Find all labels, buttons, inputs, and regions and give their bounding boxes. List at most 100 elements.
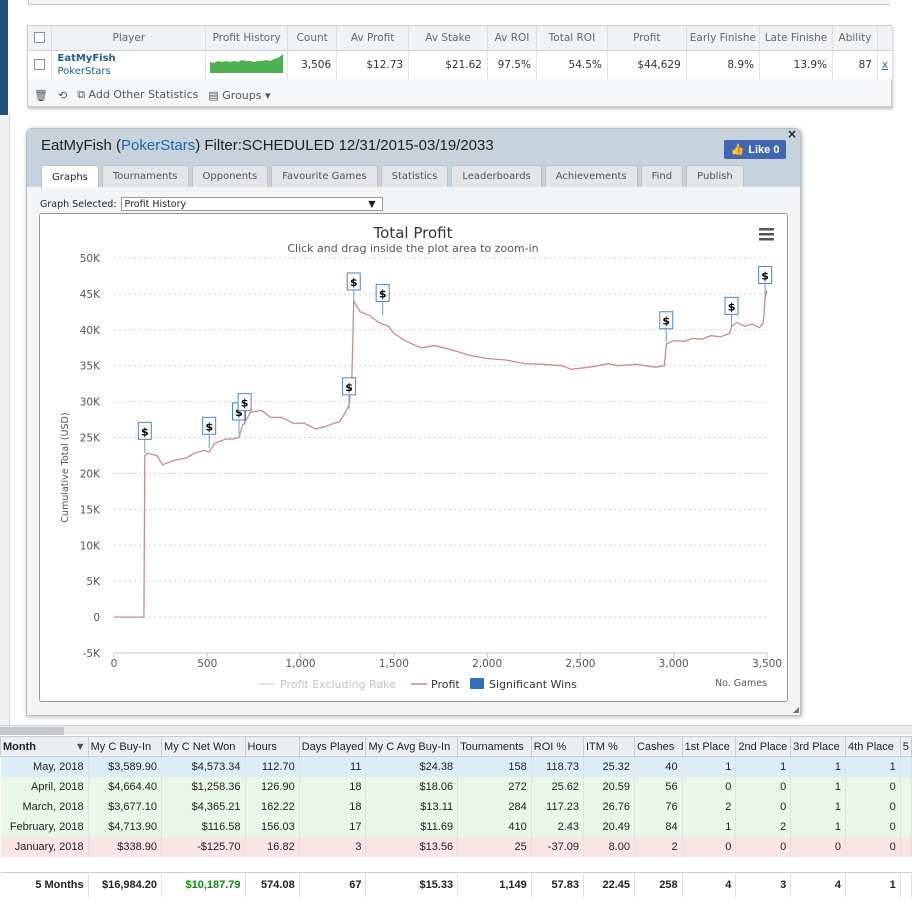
tab-achievements[interactable]: Achievements: [544, 165, 638, 187]
tab-tournaments[interactable]: Tournaments: [101, 165, 189, 187]
month-cell-p1: 0: [682, 776, 737, 797]
month-cell-buyin: $3,589.90: [88, 756, 163, 777]
groups-label: Groups: [222, 88, 262, 102]
month-row[interactable]: May, 2018 $3,589.90 $4,573.34 112.70 11 $24.3…: [0, 756, 912, 777]
header-tournaments[interactable]: Tournaments: [457, 736, 532, 757]
header-days-played[interactable]: Days Played: [298, 736, 367, 757]
facebook-like-button[interactable]: 👍 Like 0: [724, 140, 786, 159]
header-roi[interactable]: ROI %: [530, 736, 585, 757]
month-cell-month: April, 2018: [0, 776, 89, 797]
month-cell-p3: 0: [790, 836, 847, 857]
groups-dropdown[interactable]: ▤ Groups ▾: [208, 89, 270, 102]
profit-history-sparkline[interactable]: [210, 53, 284, 74]
header-av-roi[interactable]: Av ROI: [487, 26, 537, 51]
month-cell-month: February, 2018: [0, 816, 89, 837]
legend-profit: Profit: [431, 678, 460, 691]
row-checkbox-cell[interactable]: [28, 50, 53, 79]
header-cashes[interactable]: Cashes: [633, 736, 683, 757]
significant-win-dollar-icon: $: [205, 420, 213, 433]
select-all-checkbox-cell[interactable]: [28, 26, 53, 51]
header-net-won[interactable]: My C Net Won: [161, 736, 246, 757]
legend-significant-wins: Significant Wins: [489, 678, 577, 691]
tab-opponents[interactable]: Opponents: [191, 165, 269, 187]
header-month[interactable]: Month ▼: [0, 736, 89, 757]
significant-win-dollar-icon: $: [241, 397, 249, 410]
header-2nd-place[interactable]: 2nd Place: [735, 736, 792, 757]
header-5th-place[interactable]: 5: [899, 736, 912, 757]
month-cell-cashes: 2: [634, 836, 683, 857]
month-cell-roi: 118.73: [531, 756, 585, 777]
select-all-checkbox[interactable]: [34, 32, 46, 44]
total-cell-net: $10,187.79: [161, 872, 246, 897]
y-tick-label: 15K: [80, 504, 101, 516]
significant-win-dollar-icon: $: [761, 270, 769, 283]
close-icon[interactable]: ×: [786, 127, 797, 141]
month-cell-buyin: $3,677.10: [88, 796, 163, 817]
month-cell-avg: $18.06: [365, 776, 459, 797]
header-month-label: Month: [3, 740, 36, 753]
month-row[interactable]: April, 2018 $4,664.40 $1,258.36 126.90 18 $18…: [0, 776, 912, 797]
player-site-link[interactable]: PokerStars: [57, 65, 111, 77]
month-cell-days: 17: [299, 816, 367, 837]
header-total-roi[interactable]: Total ROI: [536, 26, 608, 51]
header-early-finishes[interactable]: Early Finishe: [686, 26, 761, 51]
header-buyin[interactable]: My C Buy-In: [87, 736, 163, 757]
row-checkbox[interactable]: [34, 59, 46, 71]
monthly-table-body: May, 2018 $3,589.90 $4,573.34 112.70 11 $24.3…: [0, 756, 912, 897]
header-hours[interactable]: Hours: [244, 736, 300, 757]
header-ability[interactable]: Ability: [832, 26, 878, 51]
graph-selected-label: Graph Selected:: [40, 198, 117, 210]
header-avg-buyin[interactable]: My C Avg Buy-In: [365, 736, 459, 757]
significant-win-dollar-icon: $: [728, 300, 736, 313]
tab-favourite-games[interactable]: Favourite Games: [271, 165, 378, 187]
add-stats-button[interactable]: ⧉ Add Other Statistics: [77, 88, 198, 102]
month-row[interactable]: January, 2018 $338.90 -$125.70 16.82 3 $13.56…: [0, 836, 912, 857]
header-late-finishes[interactable]: Late Finishe: [759, 26, 833, 51]
horizontal-scrollbar[interactable]: [0, 725, 912, 735]
panel-title-site[interactable]: PokerStars: [121, 137, 196, 154]
header-1st-place[interactable]: 1st Place: [681, 736, 737, 757]
month-cell-net: $1,258.36: [161, 776, 246, 797]
select-arrow-icon: ▼: [368, 198, 376, 210]
x-tick-label: 3,000: [659, 658, 689, 670]
left-gutter: [0, 115, 10, 725]
remove-row-link[interactable]: x: [881, 58, 889, 71]
header-4th-place[interactable]: 4th Place: [845, 736, 901, 757]
chart-menu-icon[interactable]: [759, 228, 774, 241]
header-av-profit[interactable]: Av Profit: [336, 26, 410, 51]
header-profit[interactable]: Profit: [607, 26, 687, 51]
month-cell-p1: 0: [682, 836, 737, 857]
tab-publish[interactable]: Publish: [686, 165, 744, 187]
header-profit-history[interactable]: Profit History: [205, 26, 289, 51]
player-name-link[interactable]: EatMyFish: [57, 52, 116, 64]
header-player[interactable]: Player: [51, 26, 207, 51]
total-cell-overflow: [900, 872, 912, 897]
tab-find[interactable]: Find: [640, 165, 684, 187]
graph-select[interactable]: Profit History ▼: [120, 197, 383, 211]
month-cell-days: 18: [299, 776, 367, 797]
month-cell-tourn: 272: [457, 776, 532, 797]
month-cell-hours: 126.90: [245, 776, 300, 797]
total-cell-p3: 4: [790, 872, 847, 897]
month-cell-tourn: 284: [457, 796, 532, 817]
scrollbar-thumb[interactable]: [0, 727, 64, 735]
header-3rd-place[interactable]: 3rd Place: [790, 736, 847, 757]
month-row[interactable]: February, 2018 $4,713.90 $116.58 156.03 17 $1…: [0, 816, 912, 837]
month-cell-tourn: 25: [457, 836, 532, 857]
tab-leaderboards[interactable]: Leaderboards: [451, 165, 542, 187]
month-cell-month: January, 2018: [0, 836, 89, 857]
header-av-stake[interactable]: Av Stake: [408, 26, 488, 51]
tab-statistics[interactable]: Statistics: [380, 165, 449, 187]
trash-icon[interactable]: 🗑: [34, 88, 48, 102]
resize-handle-icon[interactable]: ◢: [792, 705, 799, 714]
month-row[interactable]: March, 2018 $3,677.10 $4,365.21 162.22 18 $13…: [0, 796, 912, 817]
x-axis-label: No. Games: [715, 678, 767, 689]
month-cell-buyin: $4,713.90: [88, 816, 163, 837]
header-itm[interactable]: ITM %: [583, 736, 635, 757]
av-stake-cell: $21.62: [408, 50, 488, 79]
refresh-icon[interactable]: ⟲: [57, 88, 68, 102]
total-cell-itm: 22.45: [583, 872, 635, 897]
tab-graphs[interactable]: Graphs: [41, 165, 99, 188]
header-count[interactable]: Count: [287, 26, 338, 51]
